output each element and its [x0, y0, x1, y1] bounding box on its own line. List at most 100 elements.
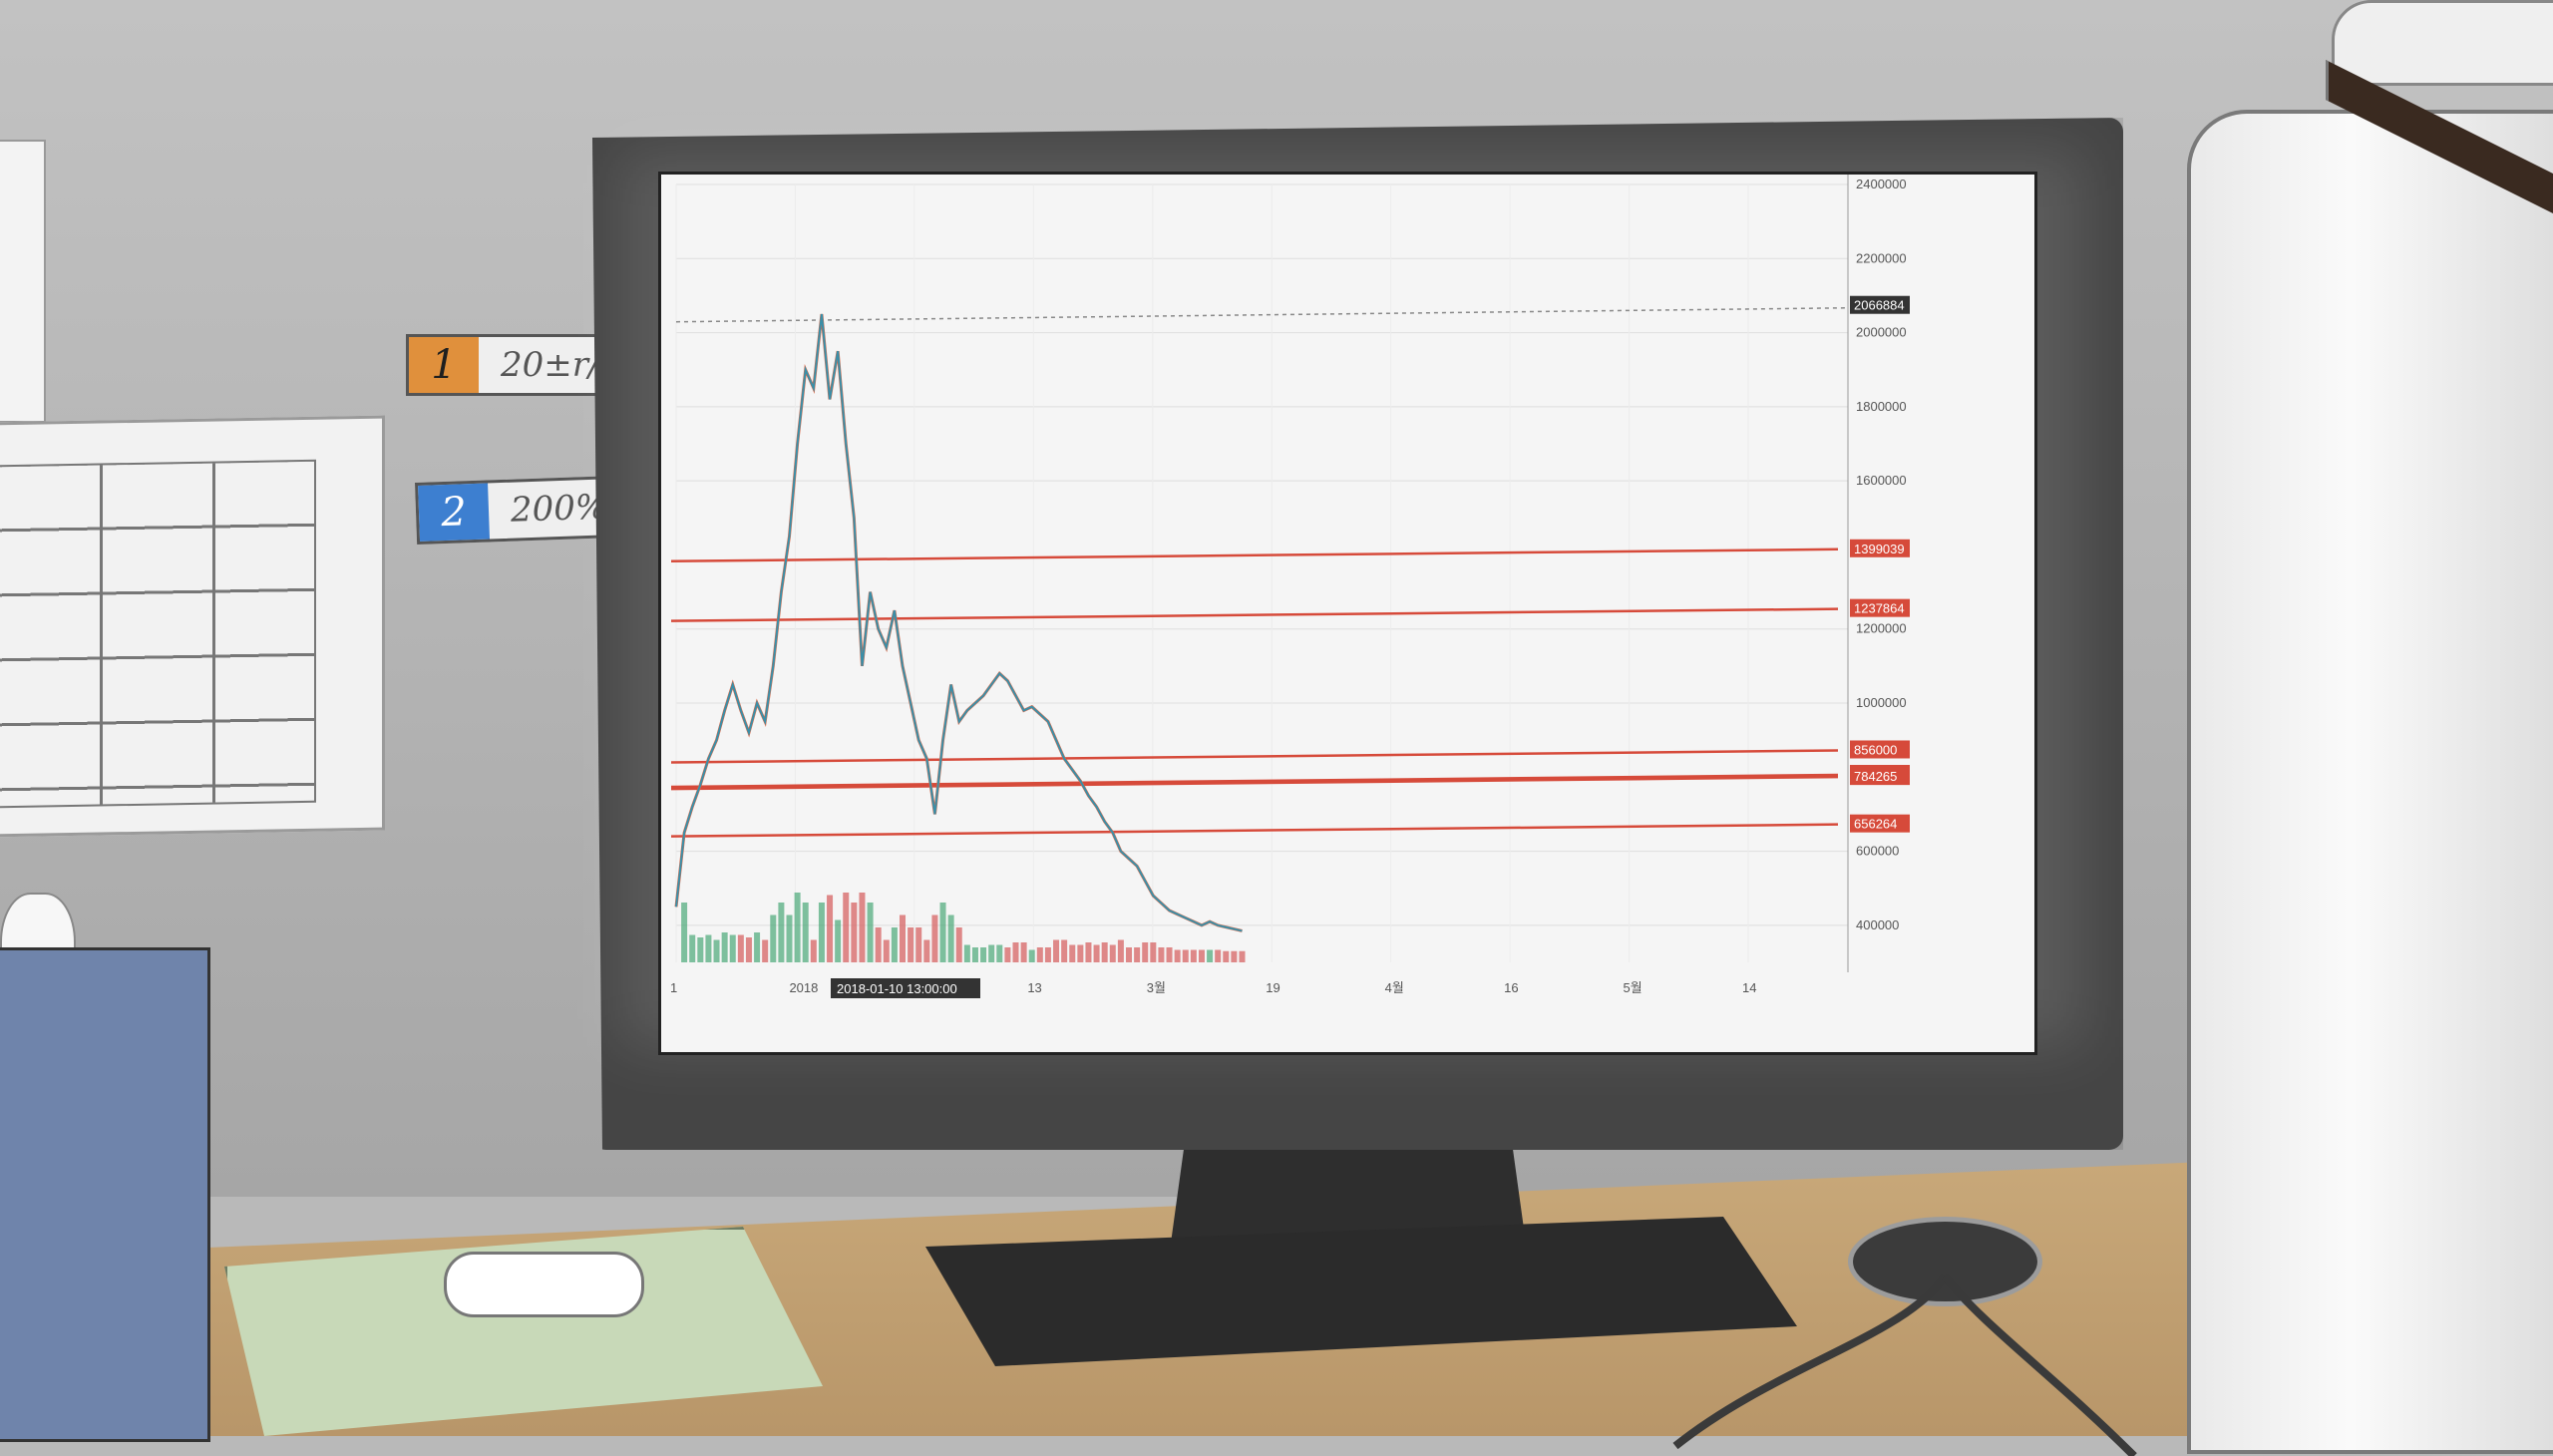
- price-line: [671, 825, 1838, 837]
- volume-bar: [1167, 947, 1173, 962]
- price-line-label: 1399039: [1854, 542, 1905, 556]
- volume-bar: [689, 935, 695, 963]
- volume-bar: [908, 927, 913, 962]
- volume-bar: [996, 945, 1002, 963]
- volume-bar: [762, 940, 768, 963]
- volume-bar: [900, 915, 906, 963]
- sticky-note-number: 2: [418, 484, 490, 542]
- schedule-grid: [0, 460, 316, 809]
- volume-bar: [1240, 951, 1246, 962]
- volume-bar: [915, 927, 921, 962]
- volume-bar: [778, 903, 784, 962]
- volume-bar: [803, 903, 809, 962]
- volume-bar: [876, 927, 882, 962]
- chart-grid: [676, 184, 1848, 962]
- x-tick-label: 19: [1266, 980, 1279, 995]
- volume-bar: [795, 893, 801, 962]
- volume-bar: [770, 915, 776, 963]
- volume-bar: [892, 927, 898, 962]
- volume-bar: [827, 896, 833, 963]
- wall-schedule-sheet: [0, 416, 385, 838]
- volume-bar: [868, 903, 874, 962]
- x-tick-label: 14: [1742, 980, 1756, 995]
- volume-bar: [1013, 942, 1019, 962]
- volume-bar: [787, 915, 793, 963]
- tissue-box: [0, 947, 210, 1442]
- price-line-label: 1237864: [1854, 601, 1905, 616]
- volume-bar: [714, 940, 720, 963]
- volume-bar: [1077, 945, 1083, 963]
- y-axis: 2400000 2200000 2000000 1800000 1600000 12000…: [1848, 175, 1907, 972]
- volume-bar: [1126, 947, 1132, 962]
- y-tick-label: 1800000: [1856, 399, 1907, 414]
- sticky-note-number: 1: [409, 337, 479, 393]
- y-tick-label: 1600000: [1856, 473, 1907, 488]
- volume-bar: [1045, 947, 1051, 962]
- x-tick-label: 2018: [789, 980, 818, 995]
- volume-bar: [1231, 951, 1237, 962]
- current-price-line: [676, 308, 1848, 322]
- volume-bar: [1110, 945, 1116, 963]
- y-tick-label: 1200000: [1856, 621, 1907, 636]
- volume-bar: [1142, 942, 1148, 962]
- volume-bar: [1183, 950, 1189, 963]
- volume-bar: [746, 937, 752, 962]
- price-line: [671, 549, 1838, 561]
- current-price-label: 2066884: [1854, 298, 1905, 313]
- volume-bar: [697, 937, 703, 962]
- volume-bar: [1069, 945, 1075, 963]
- volume-bar: [722, 932, 728, 962]
- volume-bar: [1102, 942, 1108, 962]
- volume-bar: [1191, 950, 1197, 963]
- price-chart: 2400000220000020000001800000160000012000…: [661, 175, 2034, 1052]
- y-tick-label: 1000000: [1856, 695, 1907, 710]
- volume-bar: [859, 893, 865, 962]
- crosshair-time-label: 2018-01-10 13:00:00: [837, 981, 957, 996]
- volume-bar: [730, 935, 736, 963]
- volume-bar: [843, 893, 849, 962]
- volume-bar: [1053, 940, 1059, 963]
- volume-bar: [956, 927, 962, 962]
- x-tick-label: 5월: [1624, 980, 1642, 995]
- volume-bar: [1199, 950, 1205, 963]
- x-tick-label: 1: [670, 980, 677, 995]
- volume-bar: [1021, 942, 1027, 962]
- price-line-label: 784265: [1854, 769, 1897, 784]
- volume-bar: [1207, 950, 1213, 963]
- volume-bar: [754, 932, 760, 962]
- volume-bar: [1037, 947, 1043, 962]
- coffee-machine-top: [2332, 0, 2553, 86]
- volume-bar: [988, 945, 994, 963]
- y-tick-label: 2000000: [1856, 325, 1907, 340]
- volume-bar: [1175, 950, 1181, 963]
- volume-bar: [738, 935, 744, 963]
- volume-bar: [980, 947, 986, 962]
- volume-bar: [884, 940, 890, 963]
- volume-bar: [851, 903, 857, 962]
- coffee-machine: [2187, 110, 2553, 1454]
- volume-bar: [964, 945, 970, 963]
- volume-bar: [1215, 950, 1221, 963]
- volume-bar: [811, 940, 817, 963]
- x-tick-label: 3월: [1147, 980, 1166, 995]
- y-tick-label: 2200000: [1856, 250, 1907, 265]
- monitor-screen: 2400000 2200000 2000000 1800000 1600000 12000…: [658, 172, 2037, 1055]
- y-tick-label: 600000: [1856, 844, 1899, 859]
- y-tick-label: 400000: [1856, 917, 1899, 932]
- price-line-label: 856000: [1854, 742, 1897, 757]
- volume-bar: [835, 920, 841, 963]
- x-tick-label: 4월: [1385, 980, 1404, 995]
- price-lines: [671, 308, 1848, 837]
- volume-bar: [1085, 942, 1091, 962]
- volume-bar: [1150, 942, 1156, 962]
- volume-bar: [705, 935, 711, 963]
- price-line-label: 656264: [1854, 817, 1897, 832]
- volume-bar: [1134, 947, 1140, 962]
- volume-bar: [681, 903, 687, 962]
- price-line: [671, 750, 1838, 762]
- volume-bar: [819, 903, 825, 962]
- volume-bar: [931, 915, 937, 963]
- volume-bar: [1223, 951, 1229, 962]
- x-tick-label: 13: [1027, 980, 1041, 995]
- wet-wipes-lid: [444, 1252, 644, 1317]
